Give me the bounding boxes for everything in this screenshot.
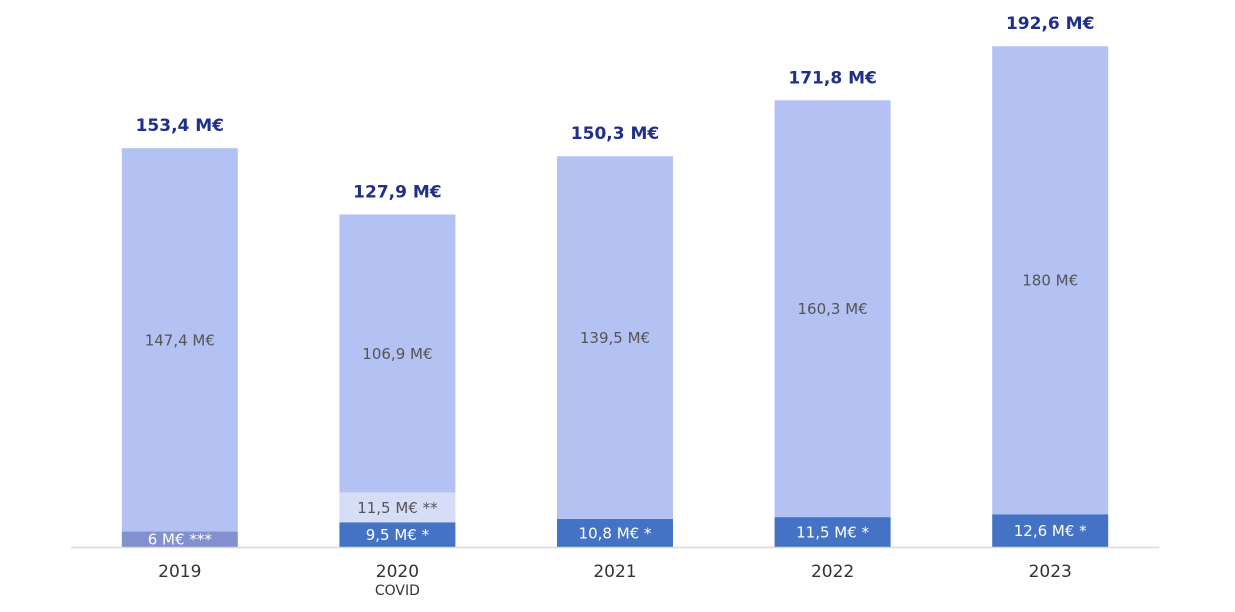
bar-segment: [339, 522, 456, 547]
total-label: 153,4 M€: [136, 116, 224, 136]
segment-label: 147,4 M€: [145, 331, 215, 349]
x-tick-label: 2021: [593, 562, 636, 582]
segment-label: 10,8 M€ *: [579, 524, 652, 542]
x-tick-label: 2022: [811, 562, 854, 582]
segment-label: 106,9 M€: [362, 345, 432, 363]
bar-segment: [557, 156, 673, 519]
bar-segment: [992, 514, 1109, 547]
x-tick-label: 2020: [376, 562, 419, 582]
total-label: 171,8 M€: [788, 68, 876, 88]
total-label: 192,6 M€: [1006, 14, 1094, 34]
bar-segment: [121, 148, 238, 532]
bar-segment: [121, 531, 238, 547]
segment-label: 160,3 M€: [797, 300, 867, 318]
segment-label: 12,6 M€ *: [1014, 522, 1087, 540]
segment-label: 180 M€: [1022, 272, 1078, 290]
segment-label: 9,5 M€ *: [366, 526, 430, 544]
segment-label: 139,5 M€: [580, 329, 650, 347]
x-tick-label: 2023: [1029, 562, 1072, 582]
bar-segment: [557, 518, 673, 547]
bar-segment: [992, 46, 1109, 515]
total-label: 150,3 M€: [571, 124, 659, 144]
bar-segment: [774, 100, 891, 518]
segment-label: 11,5 M€ *: [796, 524, 869, 542]
bar-segment: [339, 492, 456, 523]
bar-segment: [774, 517, 891, 547]
bar-segment: [339, 214, 456, 493]
x-tick-label: 2019: [158, 562, 201, 582]
segment-label: 6 M€ ***: [148, 531, 213, 549]
category-note: COVID: [375, 583, 420, 599]
segment-label: 11,5 M€ **: [357, 499, 438, 517]
total-label: 127,9 M€: [353, 182, 441, 202]
